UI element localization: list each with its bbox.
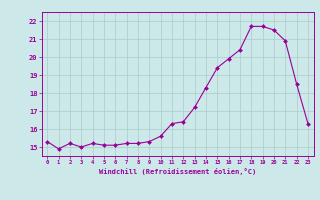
X-axis label: Windchill (Refroidissement éolien,°C): Windchill (Refroidissement éolien,°C) — [99, 168, 256, 175]
